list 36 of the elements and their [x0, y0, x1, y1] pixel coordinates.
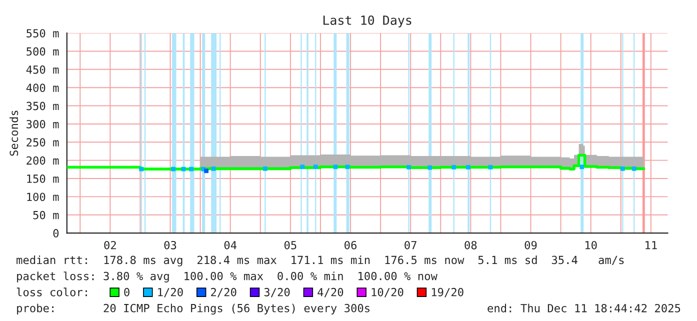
legend-label: 2/20: [211, 288, 236, 298]
y-tick-label: 50 m: [33, 210, 59, 220]
y-tick-label: 550 m: [26, 29, 59, 38]
text: packet loss: 3.80 % avg 100.00 % max 0.00 % min 100.00 % now: [17, 272, 438, 282]
text: median rtt: 178.8 ms avg 218.4 ms max 171.1 ms min 176.5 ms now 5.1 ms sd 35.4 am/s: [16, 256, 624, 266]
y-tick-label: 200 m: [26, 156, 59, 165]
x-tick-label: 09: [524, 240, 537, 250]
legend-label: 0: [124, 288, 130, 296]
legend-label: 1/20: [158, 288, 183, 298]
legend-label: 4/20: [318, 288, 344, 298]
y-tick-label: 100 m: [27, 192, 59, 202]
x-tick-label: 02: [104, 240, 116, 250]
x-tick-label: 11: [646, 241, 657, 250]
legend-label: 3/20: [264, 288, 290, 298]
x-tick-label: 10: [585, 240, 597, 250]
x-tick-label: 05: [284, 240, 296, 250]
y-tick-label: 300 m: [26, 120, 59, 128]
x-tick-label: 08: [464, 240, 477, 250]
y-tick-label: 450 m: [26, 65, 59, 74]
y-tick-label: 150 m: [27, 174, 59, 183]
x-tick-label: 03: [164, 240, 176, 250]
x-tick-label: 04: [224, 240, 236, 250]
legend-label: 10/20: [372, 288, 404, 298]
text: end: Thu Dec 11 18:44:42 2025: [488, 304, 680, 312]
y-tick-label: 500 m: [26, 47, 59, 56]
legend-label: 19/20: [432, 288, 464, 298]
y-axis-title: Seconds: [10, 110, 18, 156]
y-tick-label: 250 m: [26, 138, 59, 147]
y-tick-label: 0: [53, 229, 59, 238]
x-tick-label: 06: [344, 240, 356, 250]
y-tick-label: 400 m: [26, 84, 59, 92]
x-tick-label: 07: [404, 240, 416, 250]
y-tick-label: 350 m: [26, 102, 59, 110]
legend-title: loss color:: [16, 288, 87, 296]
text: probe: 20 ICMP Echo Pings (56 Bytes) every 300s: [17, 304, 370, 315]
chart-title: Last 10 Days: [323, 15, 412, 28]
